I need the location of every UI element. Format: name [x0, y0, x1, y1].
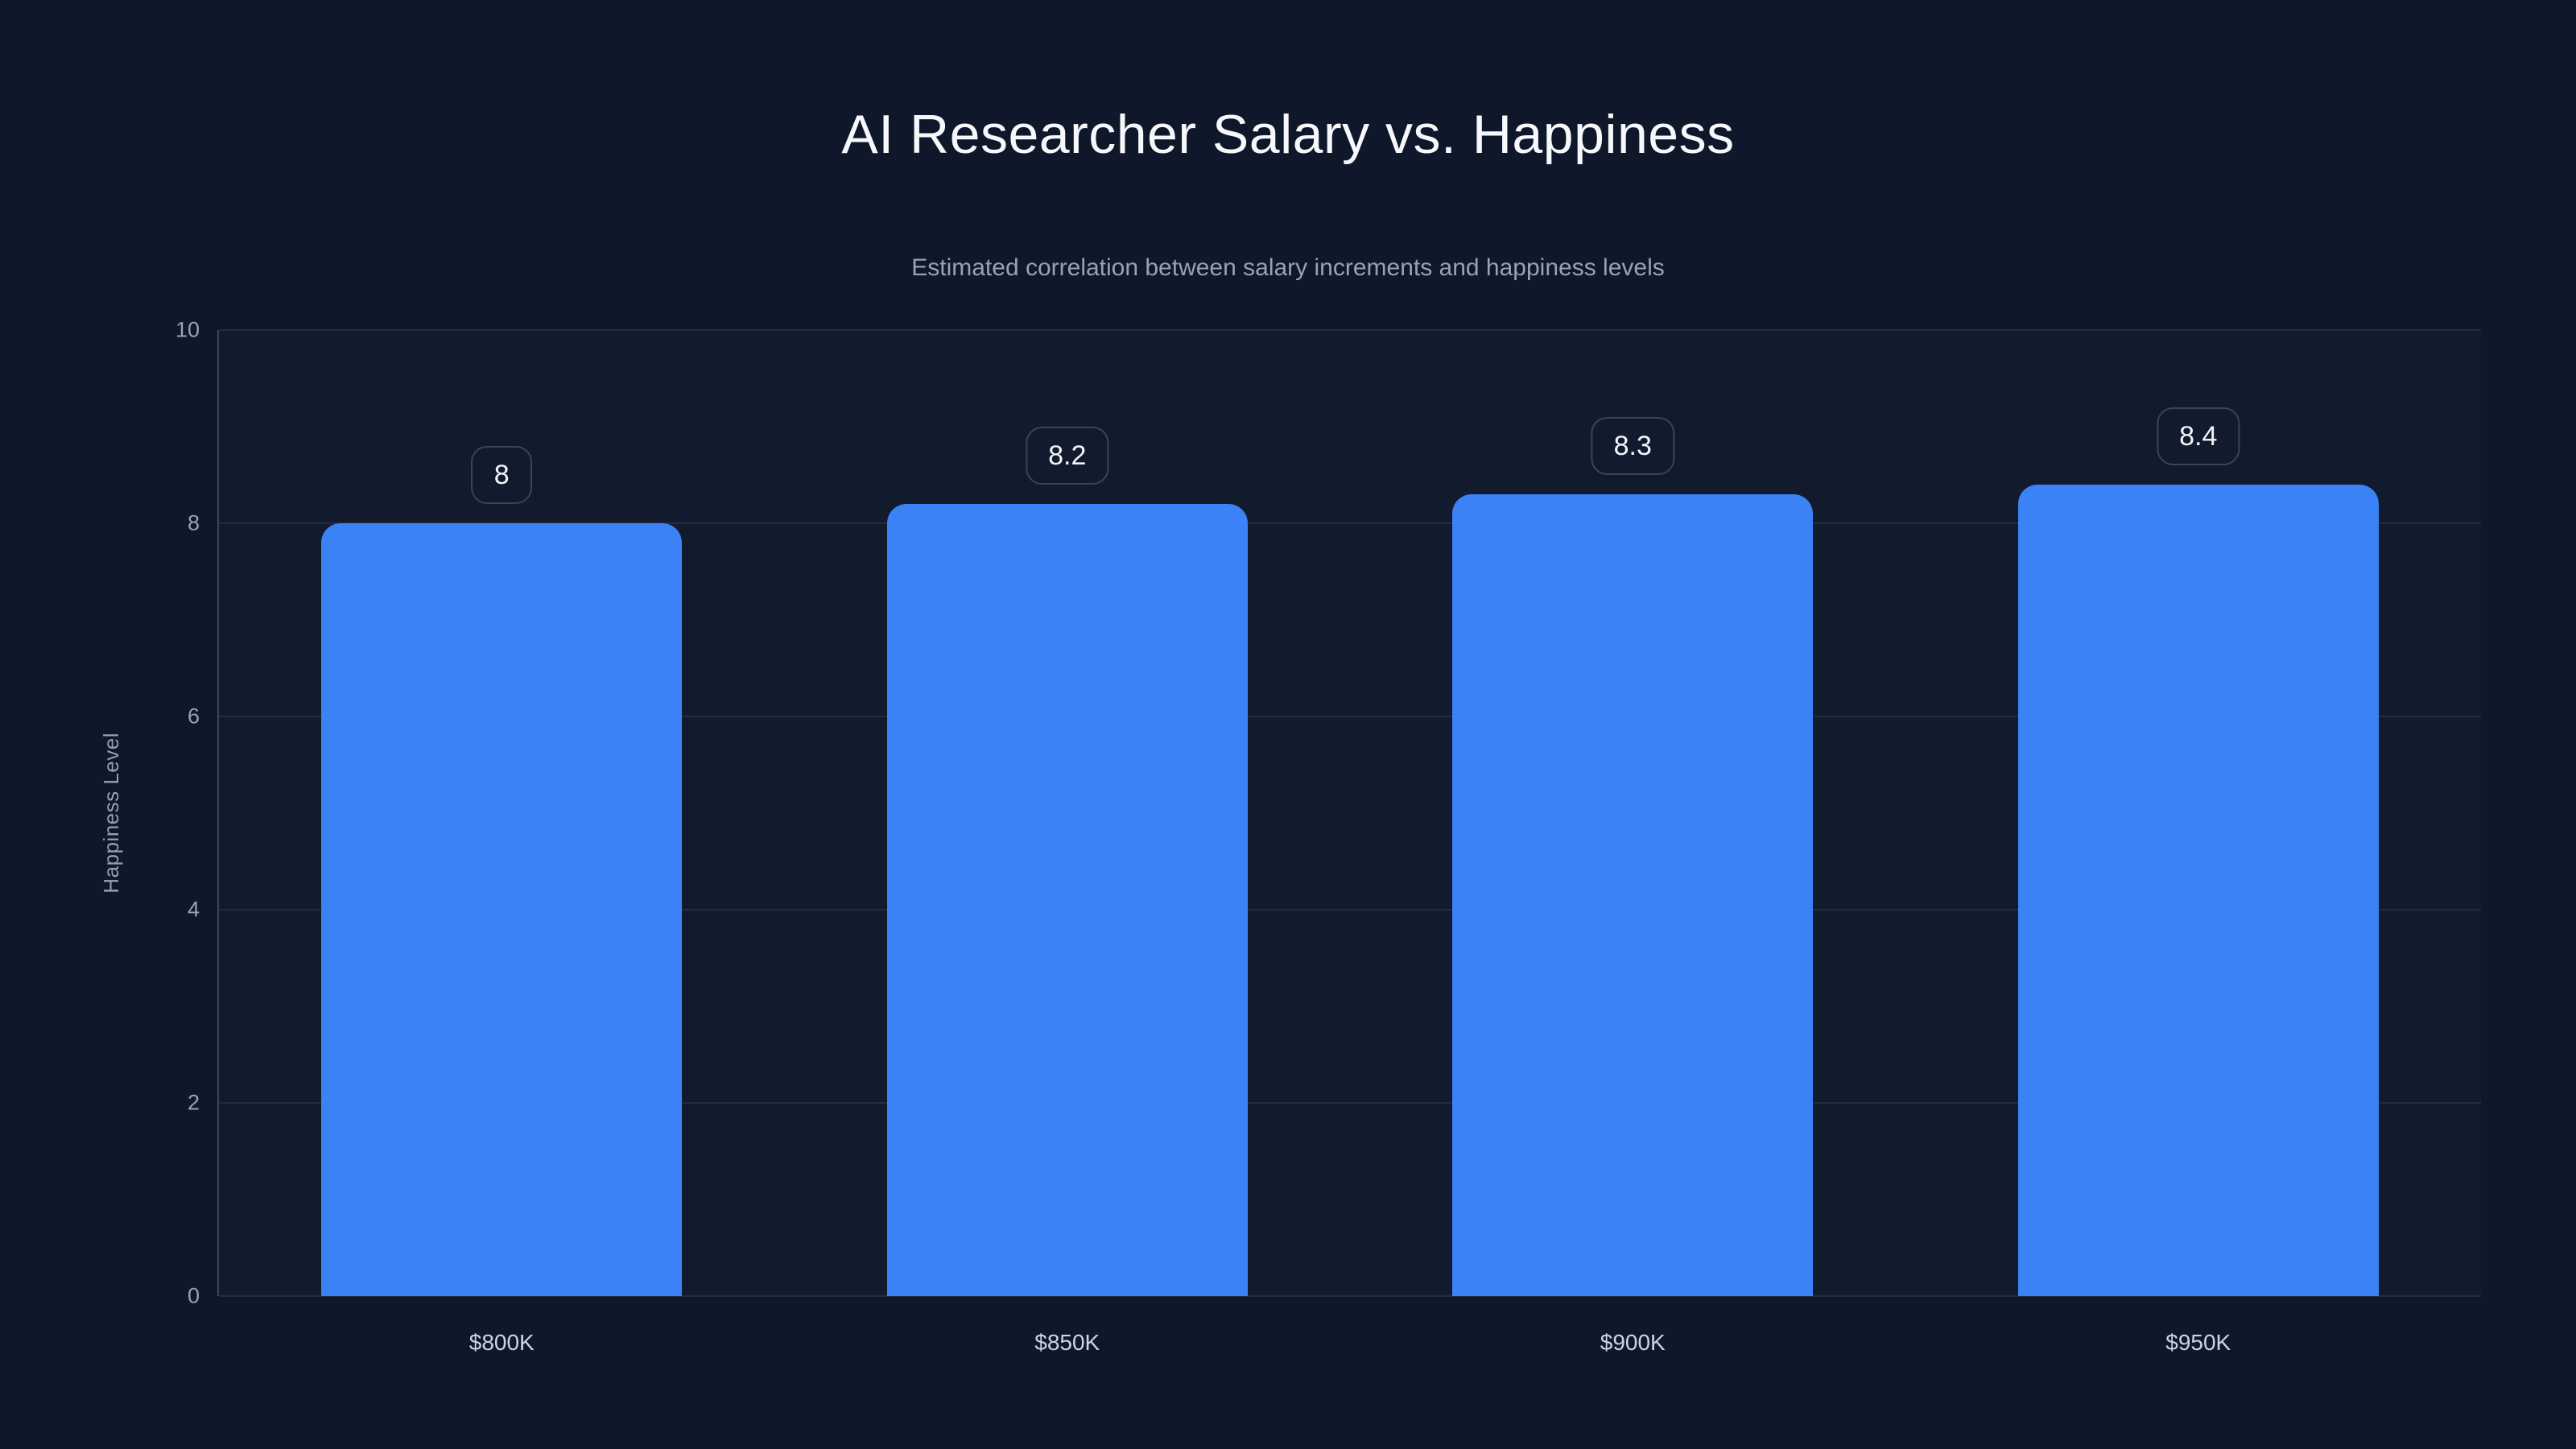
value-badge: 8.3: [1591, 417, 1674, 475]
y-tick-label: 4: [187, 897, 200, 922]
y-tick-label: 0: [187, 1283, 200, 1308]
y-tick-label: 10: [175, 317, 200, 342]
chart-title: AI Researcher Salary vs. Happiness: [841, 104, 1735, 165]
bar-group: 8.3 $900K: [1350, 330, 1916, 1354]
y-tick-label: 2: [187, 1090, 200, 1115]
chart-subtitle: Estimated correlation between salary inc…: [911, 254, 1665, 281]
y-tick-label: 8: [187, 510, 200, 535]
bar-group: 8 $800K: [219, 330, 785, 1354]
bar-group: 8.2 $850K: [785, 330, 1351, 1354]
plot-area: 0 2 4 6 8 10 8 $800K 8.2 $850K 8.3 $900K 8.4 $950K: [175, 319, 2482, 1354]
value-badge: 8: [471, 446, 533, 504]
bar[interactable]: [886, 504, 1248, 1296]
x-tick-label: $800K: [469, 1330, 535, 1355]
bar[interactable]: [1452, 494, 1814, 1296]
bar[interactable]: [321, 523, 683, 1296]
value-badge: 8.2: [1026, 427, 1109, 485]
y-axis-title-label: Happiness Level: [98, 733, 123, 894]
value-badge: 8.4: [2157, 407, 2240, 465]
bar[interactable]: [2017, 485, 2379, 1296]
bars-container: 8 $800K 8.2 $850K 8.3 $900K 8.4 $950K: [219, 330, 2482, 1354]
bar-group: 8.4 $950K: [1916, 330, 2482, 1354]
y-tick-label: 6: [187, 704, 200, 729]
x-tick-label: $900K: [1600, 1330, 1666, 1355]
x-tick-label: $950K: [2165, 1330, 2231, 1355]
y-axis-title: Happiness Level: [93, 330, 129, 1296]
x-tick-label: $850K: [1034, 1330, 1100, 1355]
